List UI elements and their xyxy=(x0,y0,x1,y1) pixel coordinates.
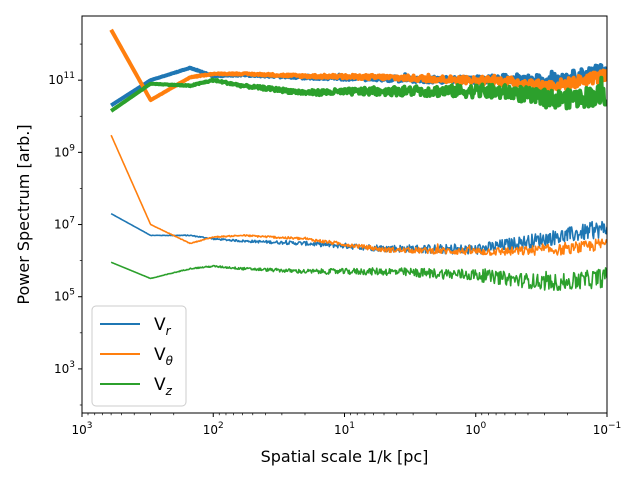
y-tick-label: 1011 xyxy=(48,71,75,87)
y-axis: 103 105 107 109 1011 xyxy=(48,43,82,406)
x-tick-label: 10−1 xyxy=(593,421,622,437)
x-tick-label: 101 xyxy=(334,421,355,437)
series-layer xyxy=(109,28,607,292)
y-axis-label: Power Spectrum [arb.] xyxy=(14,124,33,304)
y-tick-label: 107 xyxy=(54,216,75,232)
x-tick-label: 100 xyxy=(465,421,486,437)
series-line-θ-thin xyxy=(110,134,607,256)
series-line-θ-thick xyxy=(109,28,607,103)
series-line-z-thin xyxy=(110,261,607,292)
y-tick-label: 109 xyxy=(54,143,75,159)
series-line-z-thick xyxy=(109,75,607,113)
legend-label-0: Vr xyxy=(154,315,172,338)
legend-label-1: Vθ xyxy=(154,345,174,368)
x-axis: 103 102 101 100 10−1 xyxy=(71,413,621,437)
x-axis-label: Spatial scale 1/k [pc] xyxy=(261,447,429,466)
legend-label-2: Vz xyxy=(154,375,173,398)
y-tick-label: 103 xyxy=(54,360,75,376)
x-tick-label: 102 xyxy=(203,421,224,437)
legend: Vr Vθ Vz xyxy=(91,305,187,407)
legend-box xyxy=(91,305,187,407)
y-tick-label: 105 xyxy=(54,288,75,304)
x-tick-label: 103 xyxy=(71,421,92,437)
